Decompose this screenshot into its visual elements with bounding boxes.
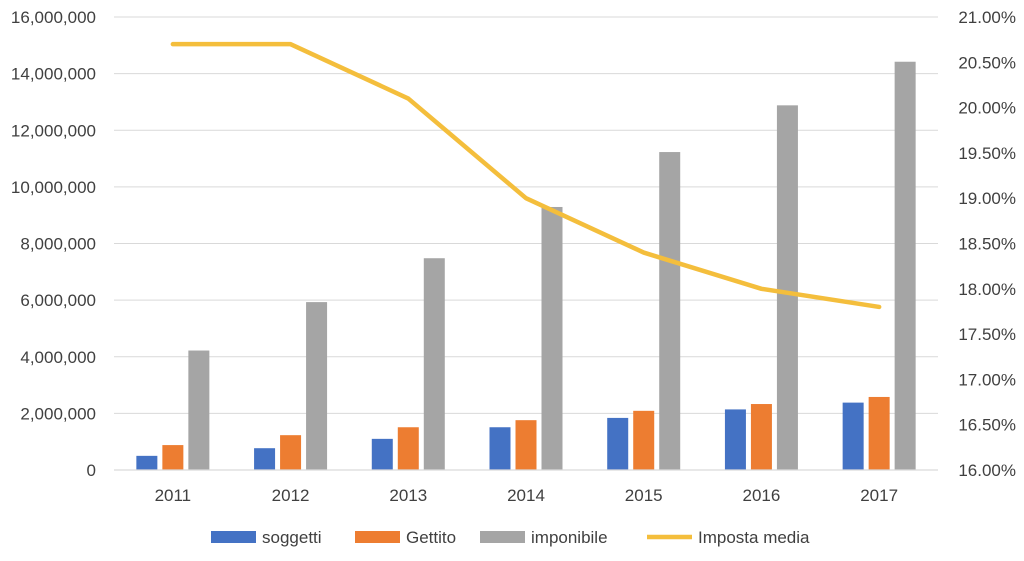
bar-gettito-2012 — [280, 435, 302, 470]
bar-imponibile-2012 — [306, 302, 328, 470]
bar-gettito-2017 — [868, 396, 890, 470]
bar-soggetti-2013 — [371, 438, 393, 470]
bar-soggetti-2012 — [254, 448, 276, 470]
y-left-tick-label: 14,000,000 — [11, 65, 96, 84]
y-right-tick-label: 17.50% — [958, 325, 1016, 344]
legend-label-imposta-media: Imposta media — [698, 528, 810, 547]
bars — [136, 61, 916, 471]
bar-soggetti-2017 — [842, 402, 864, 470]
y-right-tick-label: 20.50% — [958, 53, 1016, 72]
bar-soggetti-2015 — [607, 417, 629, 470]
x-axis-labels: 2011 2012 2013 2014 2015 2016 2017 — [155, 486, 898, 505]
legend-label-imponibile: imponibile — [531, 528, 608, 547]
legend-label-soggetti: soggetti — [262, 528, 322, 547]
legend-swatch-soggetti — [211, 531, 256, 543]
bar-imponibile-2013 — [423, 258, 445, 470]
y-right-tick-label: 21.00% — [958, 8, 1016, 27]
legend-label-gettito: Gettito — [406, 528, 456, 547]
y-right-tick-label: 18.50% — [958, 235, 1016, 254]
bar-gettito-2015 — [633, 410, 655, 470]
y-right-tick-label: 19.50% — [958, 144, 1016, 163]
gridlines — [114, 16, 938, 414]
y-left-tick-label: 16,000,000 — [11, 8, 96, 27]
legend-swatch-gettito — [355, 531, 400, 543]
bar-gettito-2011 — [162, 445, 184, 470]
bar-imponibile-2015 — [659, 152, 681, 470]
y-right-tick-label: 16.50% — [958, 416, 1016, 435]
bar-gettito-2014 — [515, 420, 537, 470]
x-tick-label: 2012 — [272, 486, 310, 505]
legend-swatch-imponibile — [480, 531, 525, 543]
y-left-tick-label: 8,000,000 — [20, 235, 96, 254]
x-tick-label: 2017 — [860, 486, 898, 505]
bar-soggetti-2014 — [489, 427, 511, 470]
legend: soggetti Gettito imponibile Imposta media — [211, 528, 810, 547]
y-left-tick-label: 10,000,000 — [11, 178, 96, 197]
y-right-tick-label: 17.00% — [958, 370, 1016, 389]
bar-gettito-2016 — [750, 404, 772, 470]
y-axis-left: 0 2,000,000 4,000,000 6,000,000 8,000,000 10,… — [11, 8, 96, 480]
y-right-tick-label: 18.00% — [958, 280, 1016, 299]
y-left-tick-label: 6,000,000 — [20, 291, 96, 310]
line-imposta-media — [170, 41, 882, 310]
x-tick-label: 2014 — [507, 486, 545, 505]
x-tick-label: 2015 — [625, 486, 663, 505]
y-left-tick-label: 2,000,000 — [20, 404, 96, 423]
line-series — [170, 41, 882, 310]
y-left-tick-label: 12,000,000 — [11, 121, 96, 140]
bar-imponibile-2016 — [776, 105, 798, 471]
y-left-tick-label: 4,000,000 — [20, 348, 96, 367]
bar-imponibile-2017 — [894, 61, 916, 470]
y-right-tick-label: 16.00% — [958, 461, 1016, 480]
y-right-tick-label: 20.00% — [958, 99, 1016, 118]
y-axis-right: 16.00% 16.50% 17.00% 17.50% 18.00% 18.50% 19.0… — [958, 8, 1016, 480]
y-right-tick-label: 19.00% — [958, 189, 1016, 208]
bar-gettito-2013 — [397, 427, 419, 470]
bar-imponibile-2014 — [541, 206, 563, 470]
x-tick-label: 2013 — [389, 486, 427, 505]
bar-imponibile-2011 — [188, 350, 210, 470]
bar-soggetti-2011 — [136, 455, 158, 470]
x-tick-label: 2016 — [743, 486, 781, 505]
x-tick-label: 2011 — [155, 486, 192, 505]
y-left-tick-label: 0 — [87, 461, 96, 480]
bar-soggetti-2016 — [724, 409, 746, 470]
